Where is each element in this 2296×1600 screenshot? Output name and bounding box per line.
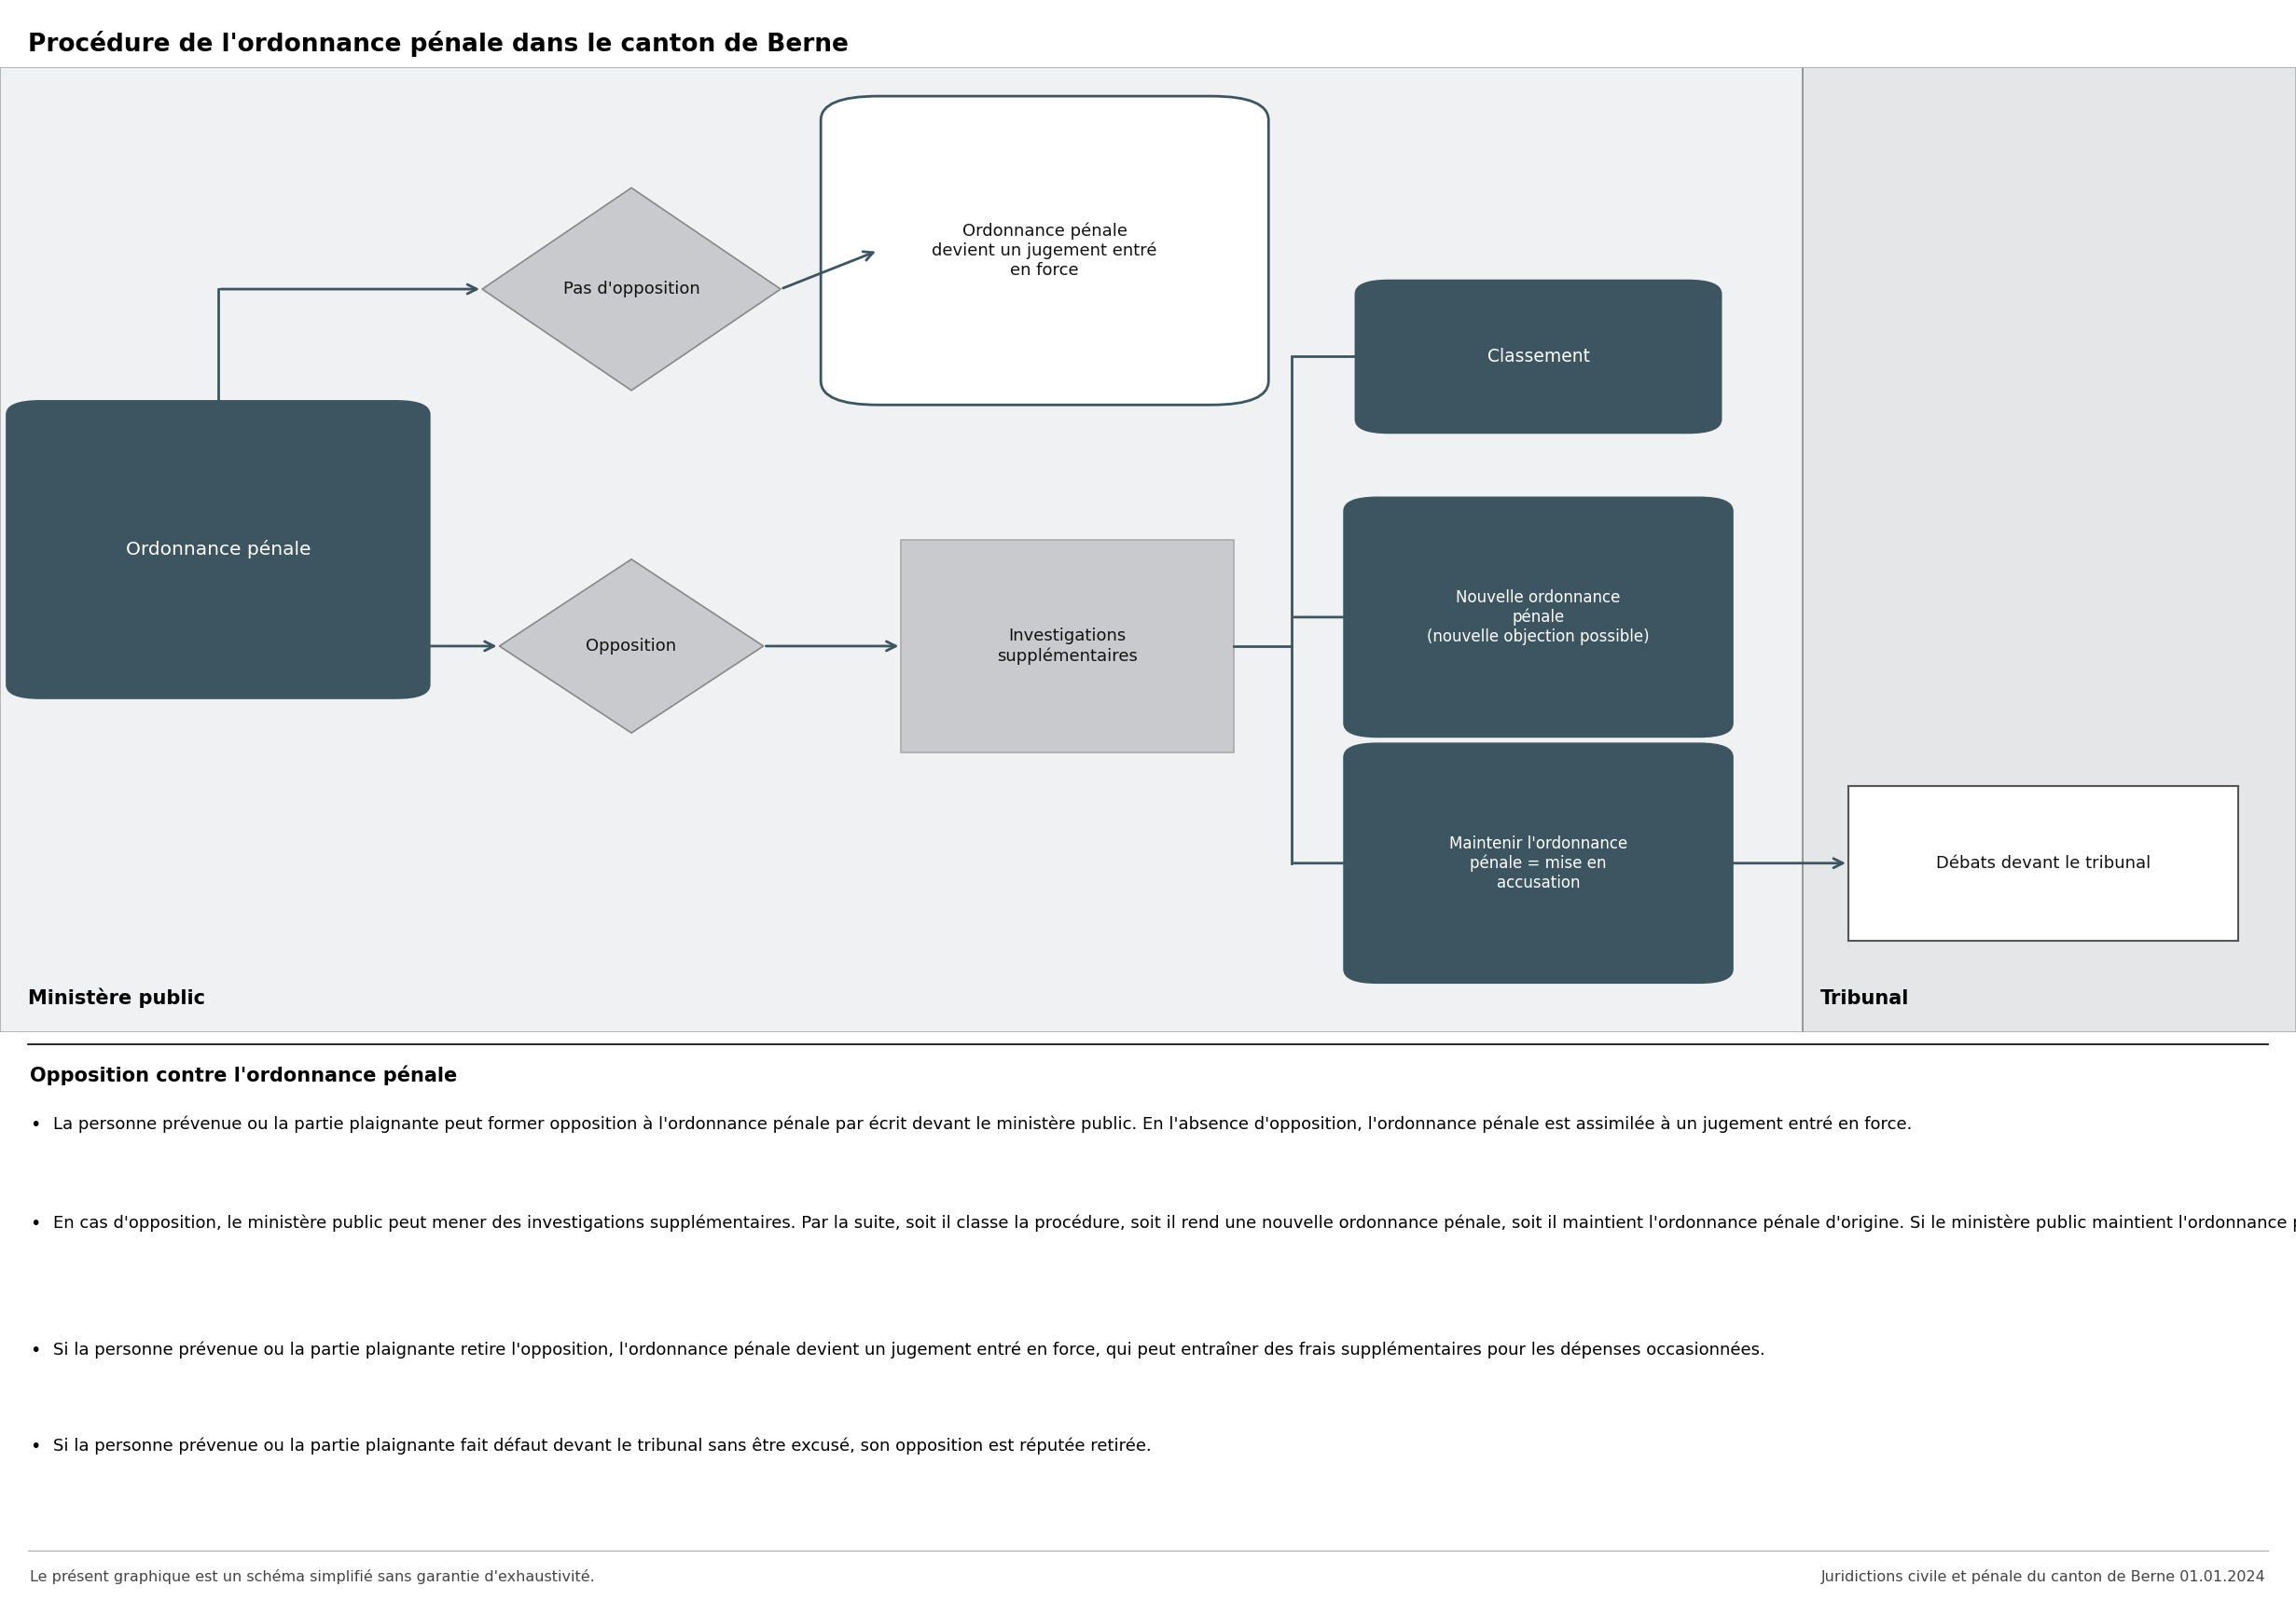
Text: La personne prévenue ou la partie plaignante peut former opposition à l'ordonnan: La personne prévenue ou la partie plaign… [53, 1115, 1913, 1133]
FancyBboxPatch shape [1355, 280, 1722, 434]
Text: Classement: Classement [1488, 347, 1589, 365]
Text: Pas d'opposition: Pas d'opposition [563, 280, 700, 298]
Text: Ordonnance pénale
devient un jugement entré
en force: Ordonnance pénale devient un jugement en… [932, 222, 1157, 278]
Text: En cas d'opposition, le ministère public peut mener des investigations supplémen: En cas d'opposition, le ministère public… [53, 1214, 2296, 1232]
Text: •: • [30, 1214, 41, 1232]
Text: Procédure de l'ordonnance pénale dans le canton de Berne: Procédure de l'ordonnance pénale dans le… [28, 30, 847, 56]
Text: Tribunal: Tribunal [1821, 989, 1910, 1008]
Text: Ordonnance pénale: Ordonnance pénale [126, 541, 310, 558]
Text: •: • [30, 1341, 41, 1358]
Text: •: • [30, 1438, 41, 1456]
FancyBboxPatch shape [1343, 496, 1733, 738]
Text: Si la personne prévenue ou la partie plaignante retire l'opposition, l'ordonnanc: Si la personne prévenue ou la partie pla… [53, 1341, 1766, 1358]
Polygon shape [482, 187, 781, 390]
Bar [0, 67, 1802, 1032]
Text: Investigations
supplémentaires: Investigations supplémentaires [996, 627, 1139, 664]
Bar [900, 539, 1233, 752]
Text: •: • [30, 1115, 41, 1133]
Polygon shape [501, 560, 762, 733]
Text: Débats devant le tribunal: Débats devant le tribunal [1936, 854, 2151, 872]
Text: Maintenir l'ordonnance
pénale = mise en
accusation: Maintenir l'ordonnance pénale = mise en … [1449, 835, 1628, 891]
Text: Nouvelle ordonnance
pénale
(nouvelle objection possible): Nouvelle ordonnance pénale (nouvelle obj… [1428, 589, 1649, 645]
FancyBboxPatch shape [1343, 742, 1733, 984]
Text: Si la personne prévenue ou la partie plaignante fait défaut devant le tribunal s: Si la personne prévenue ou la partie pla… [53, 1438, 1150, 1454]
Text: Le présent graphique est un schéma simplifié sans garantie d'exhaustivité.: Le présent graphique est un schéma simpl… [30, 1570, 595, 1584]
Text: Opposition: Opposition [585, 638, 677, 654]
Text: Juridictions civile et pénale du canton de Berne 01.01.2024: Juridictions civile et pénale du canton … [1821, 1570, 2266, 1584]
Text: Opposition contre l'ordonnance pénale: Opposition contre l'ordonnance pénale [30, 1066, 457, 1085]
FancyBboxPatch shape [822, 96, 1267, 405]
FancyBboxPatch shape [7, 400, 432, 699]
Bar [1802, 67, 2296, 1032]
Text: Ministère public: Ministère public [28, 987, 204, 1008]
Bar [1848, 786, 2239, 941]
